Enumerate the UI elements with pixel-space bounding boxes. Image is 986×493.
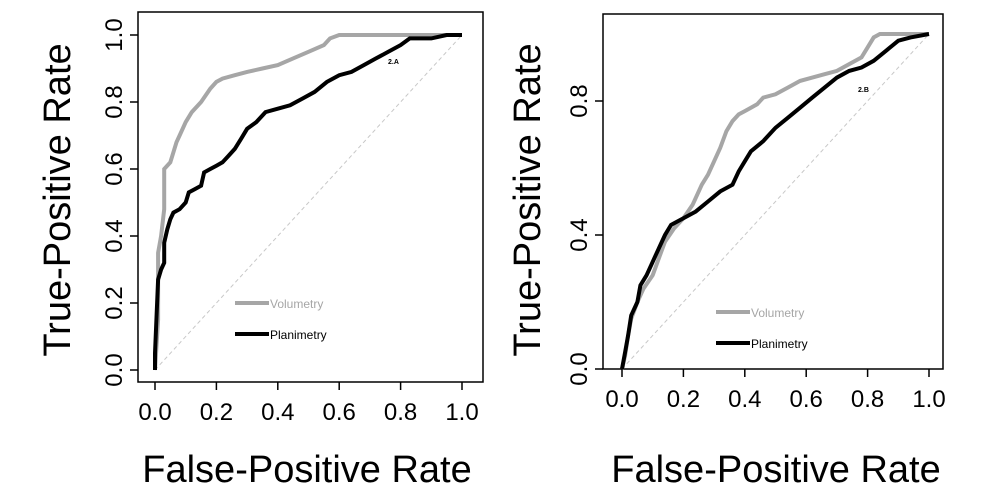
- series-line-volumetry: [620, 32, 929, 370]
- panel-label: 2.B: [858, 87, 869, 94]
- x-tick-label: 0.4: [728, 386, 761, 413]
- series-line-planimetry: [153, 33, 462, 370]
- legend: Volumetry Planimetry: [235, 297, 327, 342]
- y-tick-label: 1.0: [101, 18, 128, 51]
- roc-panel-2b: 0.0 0.2 0.4 0.6 0.8 1.0 0.0 0.4 0.8 2.B Volumet…: [507, 13, 946, 491]
- legend-label-volumetry: Volumetry: [751, 306, 804, 320]
- x-tick-label: 0.2: [200, 399, 233, 426]
- x-tick-label: 0.0: [138, 399, 171, 426]
- legend: Volumetry Planimetry: [716, 306, 808, 351]
- x-axis-label: False-Positive Rate: [611, 449, 940, 491]
- y-tick-label: 0.6: [101, 152, 128, 185]
- legend-label-planimetry: Planimetry: [270, 328, 327, 342]
- x-tick-label: 1.0: [445, 399, 478, 426]
- series-layer: [620, 32, 930, 370]
- roc-panel-2a: 0.0 0.2 0.4 0.6 0.8 1.0 0.0 0.2 0.4 0.6 0.8 1.0 2.…: [37, 11, 484, 491]
- series-line-planimetry: [620, 32, 930, 370]
- x-tick-label: 0.0: [605, 386, 638, 413]
- series-layer: [153, 33, 462, 371]
- x-tick-label: 0.4: [261, 399, 294, 426]
- y-tick-label: 0.0: [566, 352, 593, 385]
- plot-frame: [137, 11, 484, 383]
- y-tick-label: 0.0: [101, 353, 128, 386]
- x-tick-label: 0.6: [323, 399, 356, 426]
- x-tick-label: 0.2: [667, 386, 700, 413]
- y-axis-label: True-Positive Rate: [37, 43, 79, 356]
- x-axis: 0.0 0.2 0.4 0.6 0.8 1.0: [138, 382, 479, 426]
- x-tick-label: 0.8: [851, 386, 884, 413]
- x-axis-label: False-Positive Rate: [142, 449, 471, 491]
- reference-diagonal: [154, 34, 463, 371]
- y-tick-label: 0.4: [566, 218, 593, 251]
- y-axis: 0.0 0.2 0.4 0.6 0.8 1.0: [101, 18, 138, 387]
- x-tick-label: 0.6: [790, 386, 823, 413]
- y-tick-label: 0.8: [566, 84, 593, 117]
- series-line-volumetry: [153, 33, 462, 371]
- x-tick-label: 0.8: [384, 399, 417, 426]
- legend-label-volumetry: Volumetry: [270, 297, 323, 311]
- y-tick-label: 0.2: [101, 286, 128, 319]
- panel-label: 2.A: [388, 59, 399, 66]
- x-axis: 0.0 0.2 0.4 0.6 0.8 1.0: [605, 369, 946, 413]
- reference-diagonal: [621, 33, 930, 370]
- y-tick-label: 0.8: [101, 85, 128, 118]
- legend-label-planimetry: Planimetry: [751, 337, 808, 351]
- plot-frame: [602, 13, 944, 370]
- x-tick-label: 1.0: [912, 386, 945, 413]
- y-axis: 0.0 0.4 0.8: [566, 84, 603, 386]
- y-axis-label: True-Positive Rate: [507, 43, 549, 356]
- y-tick-label: 0.4: [101, 219, 128, 252]
